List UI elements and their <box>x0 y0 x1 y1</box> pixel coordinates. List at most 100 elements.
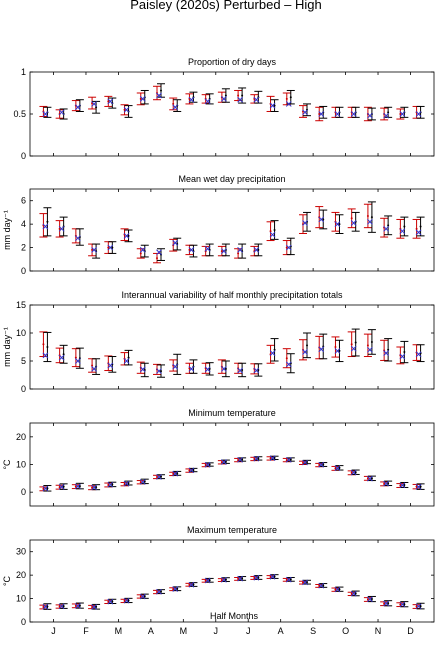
data-point <box>289 96 292 99</box>
data-point-cross <box>350 111 357 117</box>
data-point <box>322 218 325 221</box>
data-point <box>107 246 110 249</box>
data-point <box>350 343 353 346</box>
data-point <box>419 605 422 608</box>
data-point <box>204 579 207 582</box>
data-point <box>172 588 175 591</box>
data-point <box>139 97 142 100</box>
data-point <box>334 346 337 348</box>
data-point <box>188 469 191 472</box>
data-point-cross <box>285 456 292 463</box>
y-tick-label: 0 <box>21 384 26 394</box>
data-point-cross <box>123 480 130 487</box>
data-point <box>370 340 373 343</box>
data-point-cross <box>367 346 373 353</box>
panels: Proportion of dry days 0 0.5 1 Mean wet day … <box>2 57 435 636</box>
data-point-cross <box>107 598 114 605</box>
panel-title: Interannual variability of half monthly … <box>121 290 343 300</box>
data-point-cross <box>107 362 114 369</box>
data-point <box>220 250 223 253</box>
data-point <box>78 604 81 607</box>
data-point <box>127 599 130 602</box>
data-point <box>318 464 321 467</box>
data-point <box>334 588 337 591</box>
data-point-cross <box>42 111 49 117</box>
data-point-cross <box>139 96 146 102</box>
data-point <box>78 485 81 488</box>
data-point <box>322 584 325 587</box>
y-tick-label: 10 <box>16 594 26 604</box>
data-point <box>204 464 207 467</box>
data-point-cross <box>58 484 65 490</box>
y-tick-label: 10 <box>16 460 26 470</box>
data-point <box>139 481 142 484</box>
data-point <box>107 483 110 486</box>
data-point <box>62 485 65 488</box>
data-point-cross <box>383 350 389 357</box>
data-point <box>155 591 158 594</box>
panel-3: Minimum temperature 0 10 20 °C <box>2 408 435 507</box>
data-point <box>354 592 357 595</box>
data-point <box>338 223 341 226</box>
series-2 <box>42 455 422 492</box>
series-2 <box>42 573 422 610</box>
data-point <box>46 346 49 348</box>
data-point-cross <box>221 576 227 583</box>
data-point <box>302 581 305 584</box>
data-point-cross <box>107 481 114 488</box>
data-point-cross <box>350 345 357 352</box>
data-point <box>111 483 114 486</box>
data-point-cross <box>285 244 292 251</box>
series-0 <box>39 456 421 492</box>
data-point-cross <box>367 218 373 225</box>
data-point <box>273 104 276 107</box>
data-point-cross <box>237 575 243 582</box>
data-point <box>58 605 61 608</box>
data-point <box>370 477 373 480</box>
data-point-cross <box>204 245 211 252</box>
y-tick-label: 1 <box>21 67 26 77</box>
data-point-cross <box>302 579 308 586</box>
x-tick-label: J <box>246 626 251 636</box>
data-point <box>192 583 195 586</box>
data-point <box>257 457 260 460</box>
figure-title: Paisley (2020s) Perturbed – High <box>130 0 322 12</box>
data-point <box>237 94 240 97</box>
data-point <box>273 348 276 351</box>
data-point-cross <box>139 366 146 373</box>
data-point-cross <box>415 111 422 117</box>
data-point-cross <box>318 111 325 117</box>
data-point <box>399 113 402 115</box>
data-point-cross <box>42 485 49 492</box>
data-point-cross <box>91 101 97 107</box>
data-point <box>273 575 276 578</box>
data-point-cross <box>123 106 130 113</box>
data-point <box>42 343 45 346</box>
data-point <box>334 467 337 470</box>
data-point-cross <box>139 593 146 600</box>
data-point <box>224 578 227 581</box>
data-point <box>253 457 256 460</box>
data-point <box>95 605 98 608</box>
data-point <box>58 227 61 230</box>
data-point-cross <box>269 231 276 238</box>
data-point <box>350 217 353 220</box>
series-2 <box>42 216 422 256</box>
data-point <box>403 603 406 606</box>
data-point <box>318 113 321 115</box>
data-point <box>415 227 418 230</box>
data-point-cross <box>156 474 162 480</box>
series-0 <box>39 203 421 264</box>
data-point <box>74 604 77 607</box>
data-point-cross <box>188 247 195 253</box>
data-point <box>42 606 45 609</box>
data-point-cross <box>285 576 292 583</box>
data-point-cross <box>302 220 308 226</box>
data-point <box>306 581 309 584</box>
data-point <box>257 248 260 251</box>
data-point-cross <box>334 221 341 227</box>
data-point-cross <box>253 247 260 253</box>
data-point <box>269 457 272 460</box>
data-point-cross <box>237 96 243 103</box>
y-tick-label: 20 <box>16 432 26 442</box>
